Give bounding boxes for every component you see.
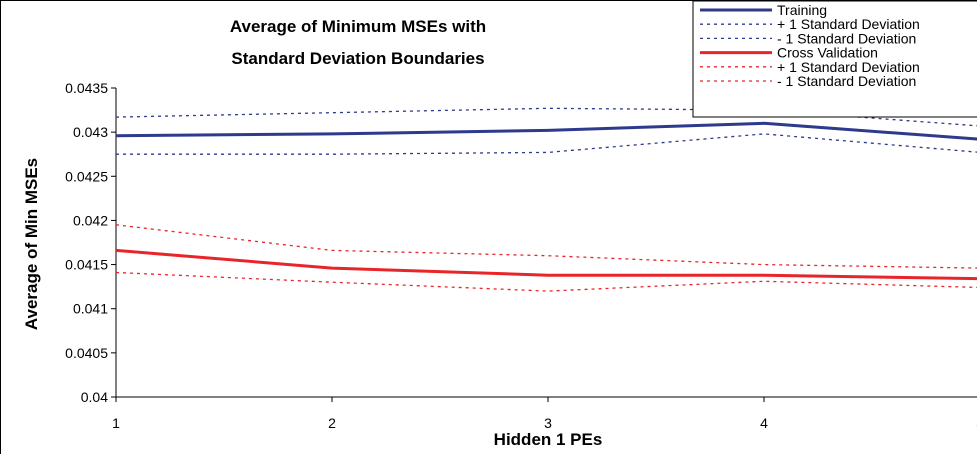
y-tick-label: 0.0435 — [65, 80, 108, 96]
legend-label-5: - 1 Standard Deviation — [777, 73, 916, 89]
x-tick-label: 2 — [328, 415, 336, 431]
series-lines — [115, 107, 977, 292]
legend: Training+ 1 Standard Deviation- 1 Standa… — [692, 0, 977, 118]
y-tick-label: 0.041 — [73, 301, 108, 317]
series-line-4 — [115, 224, 977, 269]
x-tick-label: 4 — [760, 415, 768, 431]
chart-title-line-1: Average of Minimum MSEs with — [230, 17, 486, 36]
series-line-0 — [115, 121, 977, 141]
series-line-3 — [115, 248, 977, 281]
y-tick-label: 0.0425 — [65, 168, 108, 184]
y-tick-label: 0.042 — [73, 212, 108, 228]
y-axis-title: Average of Min MSEs — [22, 158, 41, 330]
y-tick-label: 0.0415 — [65, 257, 108, 273]
x-tick-label: 3 — [544, 415, 552, 431]
chart-title-line-2: Standard Deviation Boundaries — [231, 49, 484, 68]
y-tick-label: 0.0405 — [65, 345, 108, 361]
series-line-2 — [116, 133, 977, 155]
legend-label-1: + 1 Standard Deviation — [777, 16, 920, 32]
y-tick-label: 0.04 — [81, 389, 108, 405]
y-tick-label: 0.043 — [73, 124, 108, 140]
legend-label-3: Cross Validation — [777, 45, 878, 61]
legend-label-2: - 1 Standard Deviation — [777, 30, 916, 46]
axis-ticks: 0.04 0.0405 0.041 0.0415 0.042 0.0425 0.043 0.0… — [65, 80, 977, 431]
legend-label-4: + 1 Standard Deviation — [777, 59, 920, 75]
x-axis-title: Hidden 1 PEs — [494, 430, 603, 449]
legend-label-0: Training — [777, 2, 827, 18]
legend-box — [692, 0, 977, 118]
x-tick-label: 1 — [112, 415, 120, 431]
